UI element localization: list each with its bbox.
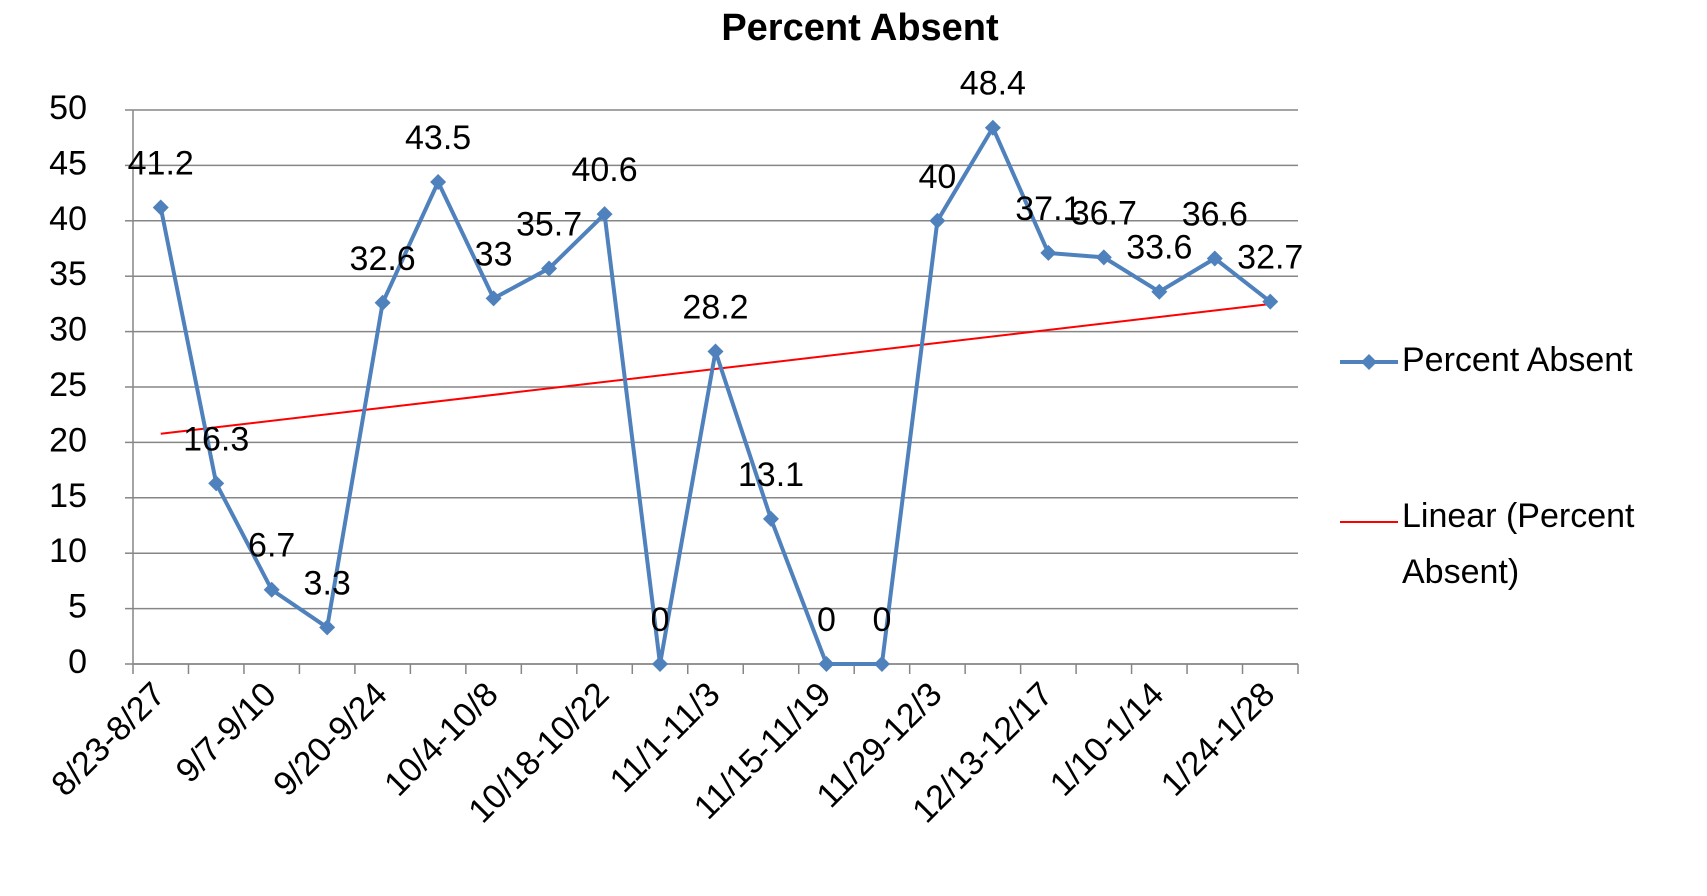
data-label: 43.5 bbox=[405, 119, 471, 157]
data-label: 16.3 bbox=[183, 420, 249, 458]
data-point bbox=[263, 581, 280, 598]
data-point bbox=[762, 510, 779, 527]
data-label: 40.6 bbox=[571, 151, 637, 189]
data-label: 35.7 bbox=[516, 205, 582, 243]
x-tick-label: 9/20-9/24 bbox=[266, 675, 394, 803]
y-tick-label: 35 bbox=[49, 255, 87, 293]
data-point bbox=[208, 475, 225, 492]
data-label: 28.2 bbox=[682, 289, 748, 327]
data-point bbox=[652, 656, 669, 672]
data-point bbox=[818, 656, 835, 672]
data-label: 33.6 bbox=[1126, 229, 1192, 267]
data-point bbox=[1151, 283, 1168, 300]
chart-title: Percent Absent bbox=[721, 7, 999, 49]
data-point bbox=[1206, 250, 1223, 267]
data-point bbox=[596, 206, 613, 223]
data-label: 0 bbox=[817, 601, 836, 639]
data-point bbox=[374, 294, 391, 311]
data-label: 3.3 bbox=[304, 564, 351, 602]
x-tick-label: 1/24-1/28 bbox=[1154, 675, 1282, 803]
data-point bbox=[430, 174, 447, 191]
y-tick-label: 20 bbox=[49, 421, 87, 459]
y-tick-label: 10 bbox=[49, 532, 87, 570]
data-label: 40 bbox=[918, 158, 956, 196]
data-label: 36.6 bbox=[1182, 195, 1248, 233]
data-point bbox=[984, 119, 1001, 136]
data-label: 6.7 bbox=[248, 527, 295, 565]
data-label: 37.1 bbox=[1015, 190, 1081, 228]
y-tick-label: 50 bbox=[49, 89, 87, 127]
data-point bbox=[1262, 293, 1279, 310]
data-label: 32.6 bbox=[350, 240, 416, 278]
data-label: 32.7 bbox=[1237, 239, 1303, 277]
data-label: 48.4 bbox=[960, 65, 1026, 103]
y-tick-label: 15 bbox=[49, 477, 87, 515]
x-tick-label: 9/7-9/10 bbox=[169, 675, 284, 790]
data-label: 41.2 bbox=[128, 144, 194, 182]
data-point bbox=[929, 212, 946, 229]
data-point bbox=[1040, 244, 1057, 261]
data-point bbox=[707, 343, 724, 360]
y-tick-label: 25 bbox=[49, 366, 87, 404]
x-tick-label: 8/23-8/27 bbox=[44, 675, 172, 803]
trendline bbox=[160, 303, 1271, 435]
y-tick-label: 5 bbox=[68, 588, 87, 626]
data-label: 36.7 bbox=[1071, 194, 1137, 232]
legend-label: Percent Absent bbox=[1402, 341, 1633, 379]
data-point bbox=[319, 619, 336, 636]
y-tick-label: 0 bbox=[68, 643, 87, 681]
data-label: 13.1 bbox=[738, 456, 804, 494]
y-tick-label: 45 bbox=[49, 144, 87, 182]
legend-label: Linear (Percent Absent) bbox=[1402, 497, 1635, 591]
data-point bbox=[1095, 249, 1112, 266]
y-tick-label: 30 bbox=[49, 311, 87, 349]
data-point bbox=[541, 260, 558, 277]
data-point bbox=[485, 290, 502, 307]
data-label: 0 bbox=[651, 601, 670, 639]
y-tick-label: 40 bbox=[49, 200, 87, 238]
data-label: 33 bbox=[475, 235, 513, 273]
data-point bbox=[152, 199, 169, 216]
x-tick-label: 1/10-1/14 bbox=[1043, 675, 1171, 803]
legend-marker bbox=[1361, 354, 1377, 370]
data-point bbox=[873, 656, 890, 672]
data-label: 0 bbox=[872, 601, 891, 639]
